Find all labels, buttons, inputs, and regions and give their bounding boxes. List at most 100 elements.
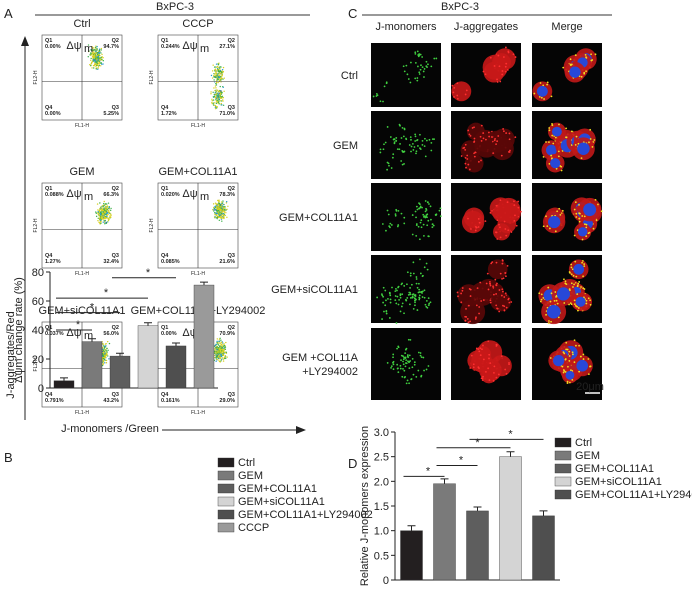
speck (390, 365, 393, 368)
speck (467, 304, 470, 307)
speck (422, 70, 425, 73)
speck (476, 287, 479, 290)
legend-label: Ctrl (238, 457, 255, 469)
speck (589, 365, 591, 368)
event-dot (89, 63, 91, 66)
event-dot (218, 103, 220, 105)
speck (482, 358, 485, 361)
speck (394, 299, 397, 302)
speck (548, 127, 551, 129)
speck (400, 305, 403, 308)
event-dot (216, 358, 218, 361)
speck (385, 310, 388, 312)
speck (406, 379, 409, 382)
event-dot (215, 204, 218, 206)
speck (408, 367, 411, 370)
speck (411, 233, 414, 236)
speck (546, 225, 549, 228)
event-dot (217, 199, 219, 202)
legend-swatch (217, 483, 235, 494)
speck (579, 355, 582, 358)
fl-axis: FL2-H (33, 218, 39, 232)
speck (469, 295, 472, 297)
event-dot (218, 357, 220, 360)
speck (384, 141, 387, 144)
speck (415, 205, 418, 208)
speck (387, 213, 390, 216)
speck (464, 315, 467, 318)
event-dot (218, 347, 221, 350)
event-dot (101, 208, 104, 210)
speck (430, 142, 433, 144)
event-dot (108, 358, 110, 360)
event-dot (93, 67, 95, 69)
event-dot (226, 216, 228, 218)
speck (495, 204, 498, 207)
speck (414, 135, 417, 138)
speck (384, 304, 387, 307)
speck (402, 360, 404, 363)
speck (417, 282, 420, 285)
speck (504, 228, 507, 230)
speck (428, 203, 430, 205)
event-dot (221, 104, 223, 106)
quadrant-value: 0.00% (45, 111, 61, 117)
significance-star: * (508, 428, 513, 440)
speck (396, 347, 398, 350)
speck (562, 371, 565, 374)
speck (409, 293, 412, 296)
y-tick-label: 60 (32, 296, 44, 308)
speck (503, 296, 506, 298)
speck (397, 209, 400, 212)
speck (395, 288, 397, 290)
scatter-cloud (95, 200, 112, 225)
event-dot (226, 356, 228, 358)
axis-label: J-aggregates/Red (5, 311, 17, 398)
quadrant-label: Q4 (161, 392, 169, 398)
quadrant-value: 71.0% (219, 111, 235, 117)
speck (422, 223, 425, 226)
speck (587, 232, 590, 235)
speck (568, 303, 570, 306)
event-dot (214, 106, 217, 108)
speck (469, 134, 472, 137)
speck (487, 288, 490, 291)
arrow-head (21, 36, 29, 46)
speck (548, 162, 551, 165)
event-dot (222, 360, 225, 362)
legend-swatch (554, 476, 572, 487)
speck (550, 157, 553, 160)
speck (408, 382, 410, 385)
event-dot (106, 340, 109, 343)
event-dot (215, 107, 218, 109)
event-dot (107, 209, 110, 212)
event-dot (221, 203, 223, 206)
event-dot (91, 55, 94, 58)
event-dot (95, 50, 97, 53)
legend-label: GEM+COL11A1+LY294002 (575, 489, 692, 501)
speck (470, 228, 472, 230)
speck (584, 53, 587, 56)
speck (489, 284, 492, 287)
speck (538, 292, 541, 295)
speck (568, 381, 571, 384)
quadrant-label: Q1 (45, 38, 52, 44)
event-dot (221, 341, 223, 344)
speck (584, 223, 586, 226)
plot-title: GEM+siCOL11A1 (39, 305, 126, 317)
event-dot (215, 93, 217, 95)
event-dot (214, 70, 217, 72)
event-dot (212, 203, 215, 205)
event-dot (95, 68, 98, 70)
speck (418, 73, 421, 75)
event-dot (101, 217, 103, 219)
y-tick-label: 0.5 (374, 550, 389, 562)
speck (578, 281, 581, 283)
event-dot (107, 213, 109, 216)
micrograph (371, 43, 441, 107)
speck (413, 146, 416, 148)
speck (394, 213, 397, 216)
speck (482, 375, 484, 378)
event-dot (213, 87, 215, 89)
event-dot (215, 91, 217, 93)
